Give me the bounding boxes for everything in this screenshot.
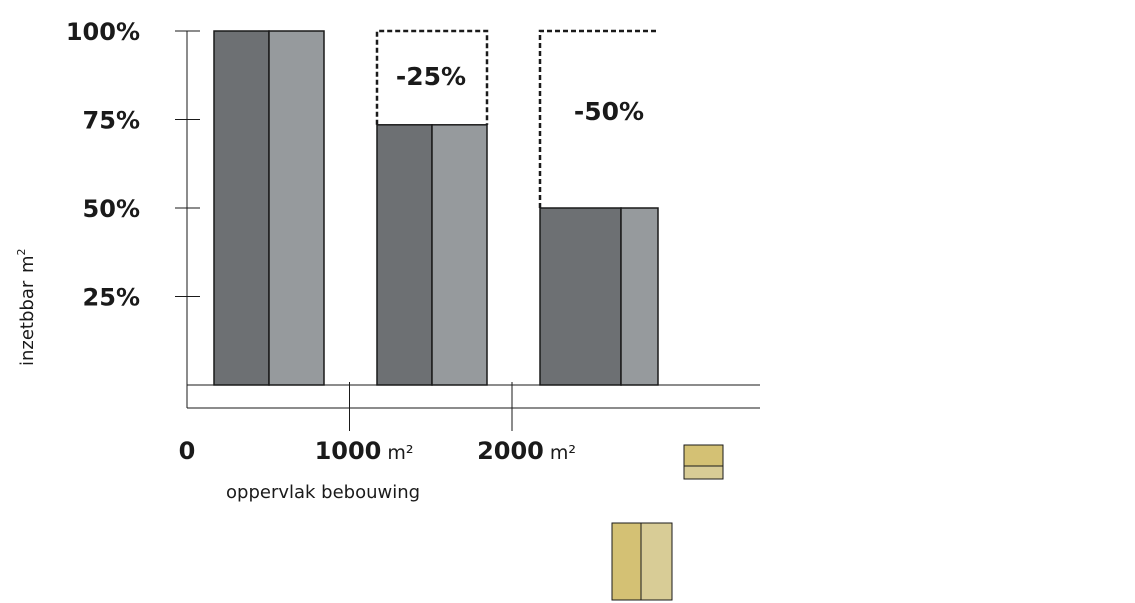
legend xyxy=(611,444,724,601)
legend-swatch-large-dark xyxy=(611,522,642,601)
reduction-outline xyxy=(375,29,489,125)
legend-swatch-small-light xyxy=(683,465,724,480)
y-axis-label-text: inzetbbar xyxy=(17,280,38,366)
reduction-label: -25% xyxy=(396,62,466,91)
x-tick-unit: m² xyxy=(387,442,413,464)
y-tick-label: 100% xyxy=(66,18,140,46)
y-axis-label: inzetbbar m2 xyxy=(15,248,38,366)
y-axis-label-unit-exponent: 2 xyxy=(15,248,28,255)
bar-dark-segment xyxy=(539,207,622,386)
bar-dark-segment xyxy=(213,30,270,386)
bar-light-segment xyxy=(268,30,325,386)
y-axis-label-unit: m xyxy=(17,255,38,273)
x-tick-value: 1000 xyxy=(315,437,382,465)
y-tick-label: 25% xyxy=(83,284,140,312)
x-axis-label: oppervlak bebouwing xyxy=(226,482,420,503)
x-tick-value: 2000 xyxy=(477,437,544,465)
bar-group xyxy=(213,30,325,386)
x-ticks: 0 1000 m² 2000 m² xyxy=(179,382,576,465)
bar-group: -50% xyxy=(538,29,659,386)
x-tick-label: 2000 m² xyxy=(477,437,576,465)
bar-light-segment xyxy=(620,207,659,386)
bar-group: -25% xyxy=(375,29,489,386)
legend-swatch-large-light xyxy=(640,522,673,601)
x-tick-label: 0 xyxy=(179,437,196,465)
reduction-outline xyxy=(538,29,658,208)
x-tick-unit: m² xyxy=(550,442,576,464)
x-tick-label: 1000 m² xyxy=(315,437,414,465)
y-ticks: 25% 50% 75% 100% xyxy=(66,18,200,312)
bar-groups: -25% -50% xyxy=(213,29,659,386)
y-tick-label: 50% xyxy=(83,195,140,223)
bar-light-segment xyxy=(431,124,488,386)
bar-dark-segment xyxy=(376,124,433,386)
reduction-label: -50% xyxy=(574,97,644,126)
x-tick-value: 0 xyxy=(179,437,196,465)
y-tick-label: 75% xyxy=(83,107,140,135)
legend-swatch-small-dark xyxy=(683,444,724,467)
